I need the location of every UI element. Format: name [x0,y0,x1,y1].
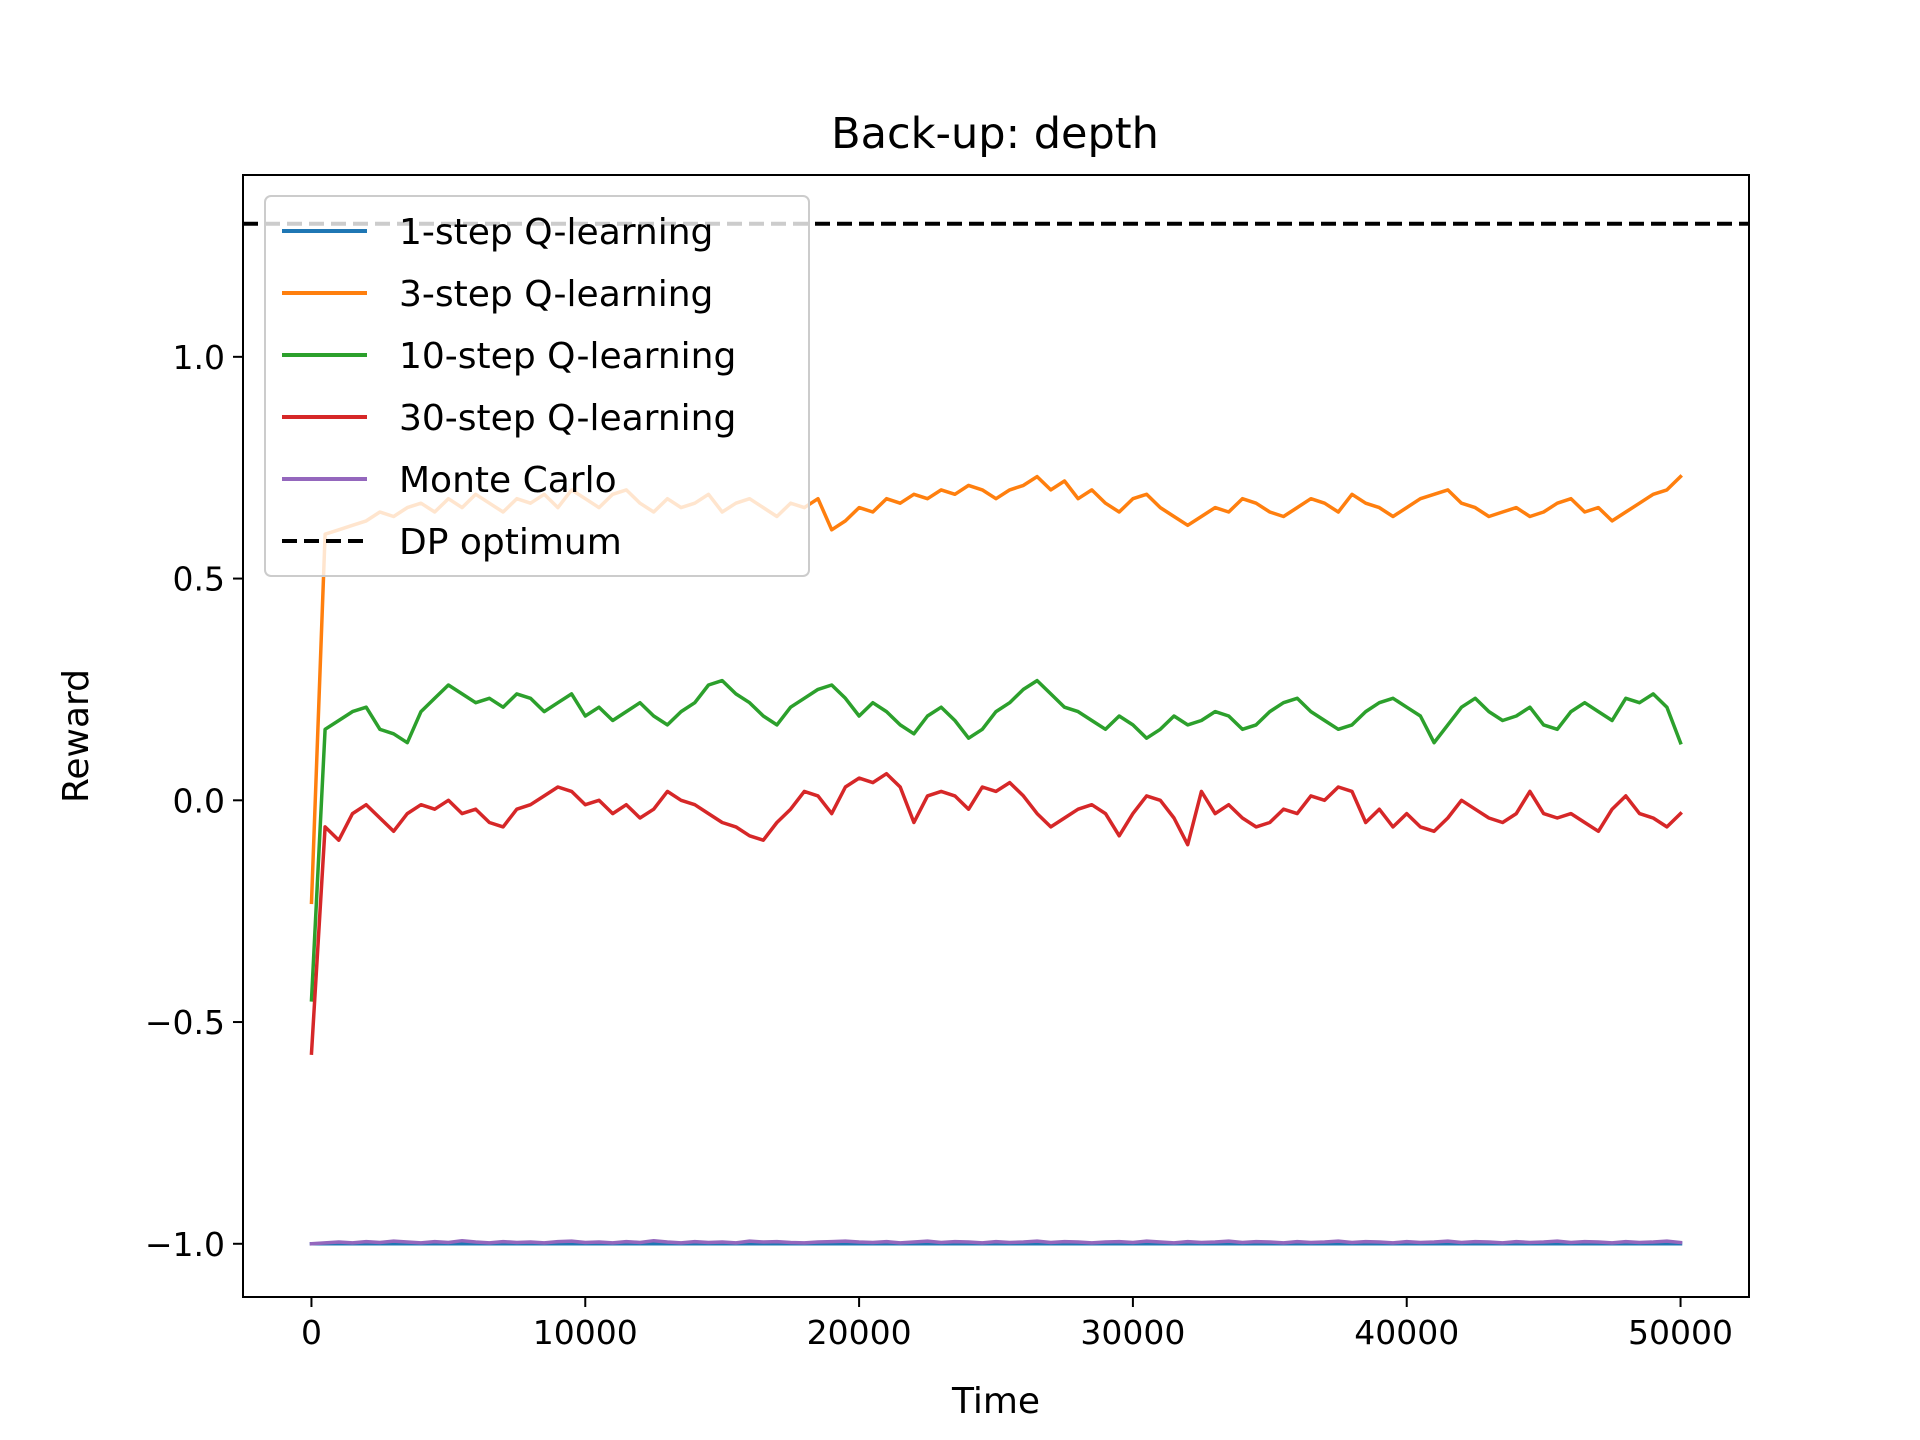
legend-label: 3-step Q-learning [399,274,713,315]
y-tick-label: −1.0 [145,1225,225,1264]
legend: 1-step Q-learning 3-step Q-learning 10-ste… [264,195,810,577]
series-line-30-step-q-learning [309,771,1683,1055]
legend-label: 30-step Q-learning [399,398,736,439]
legend-box [264,195,810,577]
y-tick-label: 0.0 [173,781,225,820]
x-tick-label: 30000 [1080,1313,1185,1352]
series-line-10-step-q-learning [309,678,1683,1002]
x-tick-label: 50000 [1628,1313,1733,1352]
legend-label: 10-step Q-learning [399,336,736,377]
y-axis-label: Reward [56,669,97,803]
y-tick-label: 0.5 [173,560,225,599]
y-tick-label: −0.5 [145,1003,225,1042]
x-axis: 0 10000 20000 30000 40000 50000 [301,1297,1733,1352]
legend-label: Monte Carlo [399,460,617,501]
plot-frame [242,174,1750,1298]
x-tick-label: 20000 [807,1313,912,1352]
x-tick-label: 0 [301,1313,322,1352]
series-line-monte-carlo [309,1238,1683,1246]
chart-title: Back-up: depth [831,109,1159,159]
legend-label: DP optimum [399,522,622,563]
y-axis: −1.0 −0.5 0.0 0.5 1.0 [145,338,243,1264]
y-tick-label: 1.0 [173,338,225,377]
x-tick-label: 10000 [533,1313,638,1352]
x-tick-label: 40000 [1354,1313,1459,1352]
x-axis-label: Time [951,1381,1040,1422]
legend-label: 1-step Q-learning [399,212,713,253]
